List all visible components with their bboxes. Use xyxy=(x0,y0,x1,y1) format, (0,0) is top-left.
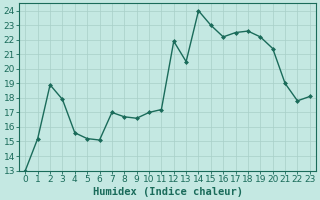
X-axis label: Humidex (Indice chaleur): Humidex (Indice chaleur) xyxy=(92,186,243,197)
